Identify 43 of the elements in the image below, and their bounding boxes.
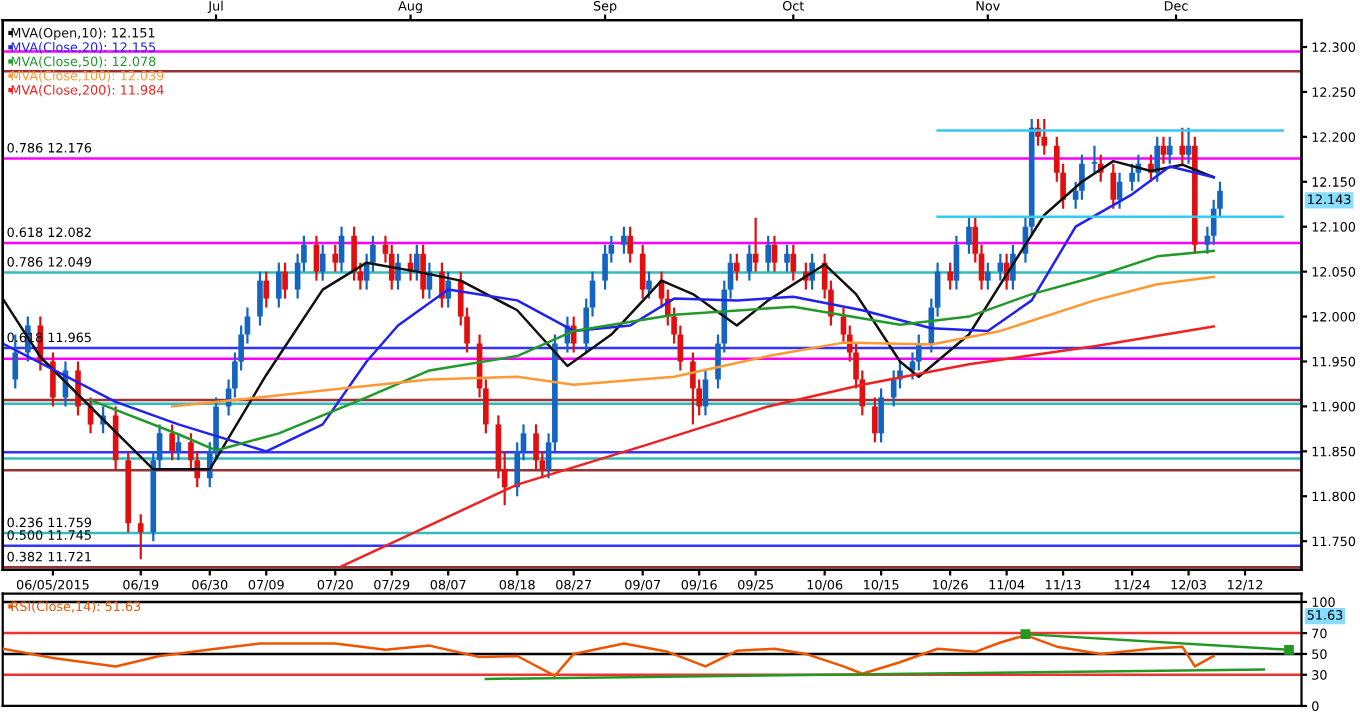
candlestick xyxy=(984,261,991,291)
candlestick xyxy=(784,243,790,273)
candlestick xyxy=(533,423,539,471)
candlestick xyxy=(890,369,897,408)
candlestick xyxy=(790,243,797,282)
candlestick xyxy=(319,243,326,282)
candlestick xyxy=(639,243,646,300)
candlestick xyxy=(275,261,282,309)
candlestick xyxy=(878,387,884,444)
candlestick xyxy=(1179,126,1186,165)
candlestick xyxy=(734,252,740,282)
candlestick xyxy=(1154,135,1161,183)
line-series xyxy=(89,249,1215,452)
candlestick xyxy=(1091,144,1098,174)
candlestick xyxy=(947,261,953,291)
line-series xyxy=(340,325,1215,568)
candlestick xyxy=(445,270,452,309)
candlestick xyxy=(1166,135,1173,165)
candlestick xyxy=(621,225,627,255)
candlestick xyxy=(690,351,696,426)
candlestick xyxy=(388,243,395,291)
candlestick xyxy=(282,261,288,300)
candlestick xyxy=(420,243,426,300)
candlestick xyxy=(646,270,652,300)
candlestick xyxy=(257,270,263,327)
candlestick xyxy=(395,252,401,291)
candlestick xyxy=(137,513,144,561)
candlestick xyxy=(1079,153,1085,201)
candlestick xyxy=(602,243,608,291)
candlestick xyxy=(263,270,270,309)
candlestick xyxy=(966,216,972,255)
candlestick xyxy=(169,423,175,462)
candlestick xyxy=(414,243,420,282)
candlestick xyxy=(765,234,772,273)
line-series xyxy=(170,275,1215,408)
candlestick xyxy=(351,225,357,282)
candlestick xyxy=(1110,162,1117,210)
candlestick xyxy=(915,333,922,372)
candlestick xyxy=(872,396,878,444)
candlestick xyxy=(1041,117,1048,156)
candlestick xyxy=(332,243,339,273)
candlestick xyxy=(1129,162,1135,192)
candlestick xyxy=(627,225,633,264)
